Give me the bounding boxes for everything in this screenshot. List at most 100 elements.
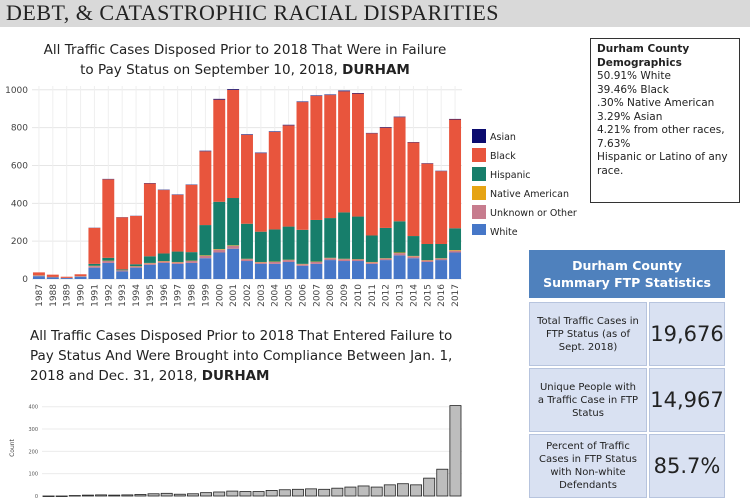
chart1-bar-segment (338, 90, 351, 92)
chart1-x-tick-label: 2004 (271, 284, 281, 307)
chart1-bar-segment (421, 163, 434, 244)
chart1-x-tick-label: 1989 (63, 284, 73, 307)
chart1-bar-segment (185, 184, 198, 253)
chart1-bar-segment (74, 276, 87, 279)
chart1-bar-segment (407, 236, 420, 256)
summary-row: Percent of Traffic Cases in FTP Status w… (529, 434, 725, 500)
chart1-x-tick-label: 2002 (243, 284, 253, 307)
chart2-bar (239, 491, 252, 497)
demographics-line: 4.21% from other races, (597, 124, 725, 136)
chart1-bar-segment (32, 272, 45, 276)
chart1-bar-segment (268, 229, 281, 262)
chart1-bar-segment (213, 99, 226, 202)
chart2-y-tick-label: 200 (28, 449, 38, 455)
chart1-x-tick-label: 1998 (188, 284, 198, 307)
chart1-bar-segment (102, 262, 115, 279)
chart1-bar-segment (282, 261, 295, 279)
chart2-y-axis-label: Count (9, 438, 16, 456)
chart1-bar-segment (254, 263, 267, 279)
chart1-bar-segment (157, 253, 170, 262)
chart1-title-line2-text: to Pay Status on September 10, 2018, (80, 62, 338, 78)
chart1-legend-label: Unknown or Other (490, 208, 577, 219)
chart1-bar-segment (32, 275, 45, 277)
chart1-x-tick-label: 2007 (312, 284, 322, 307)
chart1-legend-swatch (472, 148, 486, 162)
chart1-bar-segment (116, 269, 129, 271)
chart1-bar-segment (435, 171, 448, 244)
chart2-title-bold: DURHAM (201, 368, 270, 384)
chart2-title-line1: All Traffic Cases Disposed Prior to 2018… (30, 328, 453, 344)
chart1-bar-segment (88, 263, 101, 266)
chart2-bar (134, 494, 147, 497)
chart1-bar-segment (379, 127, 392, 128)
chart1-bar-segment (379, 127, 392, 228)
chart1-bar-segment (74, 274, 87, 277)
chart1-bar-segment (324, 260, 337, 279)
chart1-bar-segment (296, 102, 309, 230)
chart1-bar-segment (116, 217, 129, 270)
chart1-y-tick-label: 800 (11, 124, 28, 134)
chart1-x-tick-label: 1993 (118, 284, 128, 307)
chart1-y-tick-label: 600 (11, 161, 28, 171)
chart1-bar-segment (116, 271, 129, 279)
chart1-bar-segment (393, 255, 406, 279)
chart1-bar-segment (171, 251, 184, 262)
chart1-bar-segment (213, 252, 226, 279)
chart1-bar-segment (324, 218, 337, 258)
chart1-legend-label: Asian (490, 132, 516, 143)
chart1-bar-segment (157, 190, 170, 254)
chart1-x-tick-label: 2005 (285, 284, 295, 307)
chart1-bar-segment (282, 226, 295, 260)
chart2-bar (305, 488, 318, 497)
chart1-bar-segment (185, 252, 198, 261)
demographics-box: Durham County Demographics 50.91% White … (590, 38, 740, 203)
chart1-bar-segment (296, 265, 309, 279)
chart1-bar-segment (254, 153, 267, 232)
chart1-bar-segment (352, 216, 364, 260)
chart2-bar (436, 468, 449, 497)
chart1-bar-segment (365, 133, 378, 236)
chart1-legend-label: Hispanic (490, 170, 530, 181)
chart2-bar (383, 484, 396, 497)
chart1-x-tick-label: 1997 (174, 284, 184, 307)
chart1-bar-segment (130, 267, 142, 279)
chart1-legend-swatch (472, 167, 486, 181)
chart2-bar (147, 493, 160, 497)
chart1-title: All Traffic Cases Disposed Prior to 2018… (20, 40, 470, 80)
chart1-x-tick-label: 1987 (35, 284, 45, 307)
chart1-x-tick-label: 2015 (423, 284, 433, 307)
chart1-y-tick-label: 200 (11, 237, 28, 247)
chart1-bar-segment (102, 179, 115, 258)
chart2-bar (423, 477, 436, 497)
chart2-bar (318, 488, 331, 497)
chart1-x-tick-label: 1994 (132, 284, 142, 307)
demographics-line: .30% Native American (597, 97, 715, 109)
chart1-x-tick-label: 2017 (451, 284, 461, 307)
chart1-bar-segment (185, 261, 198, 263)
chart2-bar (449, 405, 462, 497)
chart2-y-tick-label: 100 (28, 472, 38, 478)
chart1-bar-segment (88, 266, 101, 268)
demographics-title-line2: Demographics (597, 56, 682, 69)
demographics-title-line1: Durham County (597, 43, 690, 55)
header-title: DEBT, & CATASTROPHIC RACIAL DISPARITIES (6, 0, 500, 25)
chart1-legend: Asian Black Hispanic Native American Unknown… (472, 129, 577, 235)
chart1-bar-segment (171, 194, 184, 252)
chart1-bar-segment (88, 227, 101, 264)
summary-row: Total Traffic Cases in FTP Status (as of… (529, 302, 725, 368)
chart1-bar-segment (199, 225, 212, 256)
chart2-bar (68, 495, 81, 497)
summary-title-line2: Summary FTP Statistics (543, 275, 711, 290)
chart1-x-tick-label: 2013 (396, 284, 406, 307)
chart1-bar-segment (296, 101, 309, 103)
chart1-x-tick-label: 1996 (160, 284, 170, 307)
chart1-bar-segment (241, 261, 253, 279)
chart1-bar-segment (241, 259, 253, 262)
chart1-bar-segment (143, 256, 156, 263)
chart2-bar (265, 490, 278, 497)
chart1-title-line2: to Pay Status on September 10, 2018, DUR… (20, 60, 470, 80)
chart2-title-line2: Pay Status And Were Brought into Complia… (30, 348, 453, 364)
chart2-bar (331, 487, 344, 497)
chart1-x-tick-label: 2003 (257, 284, 267, 307)
chart1-bar-segment (46, 274, 59, 277)
